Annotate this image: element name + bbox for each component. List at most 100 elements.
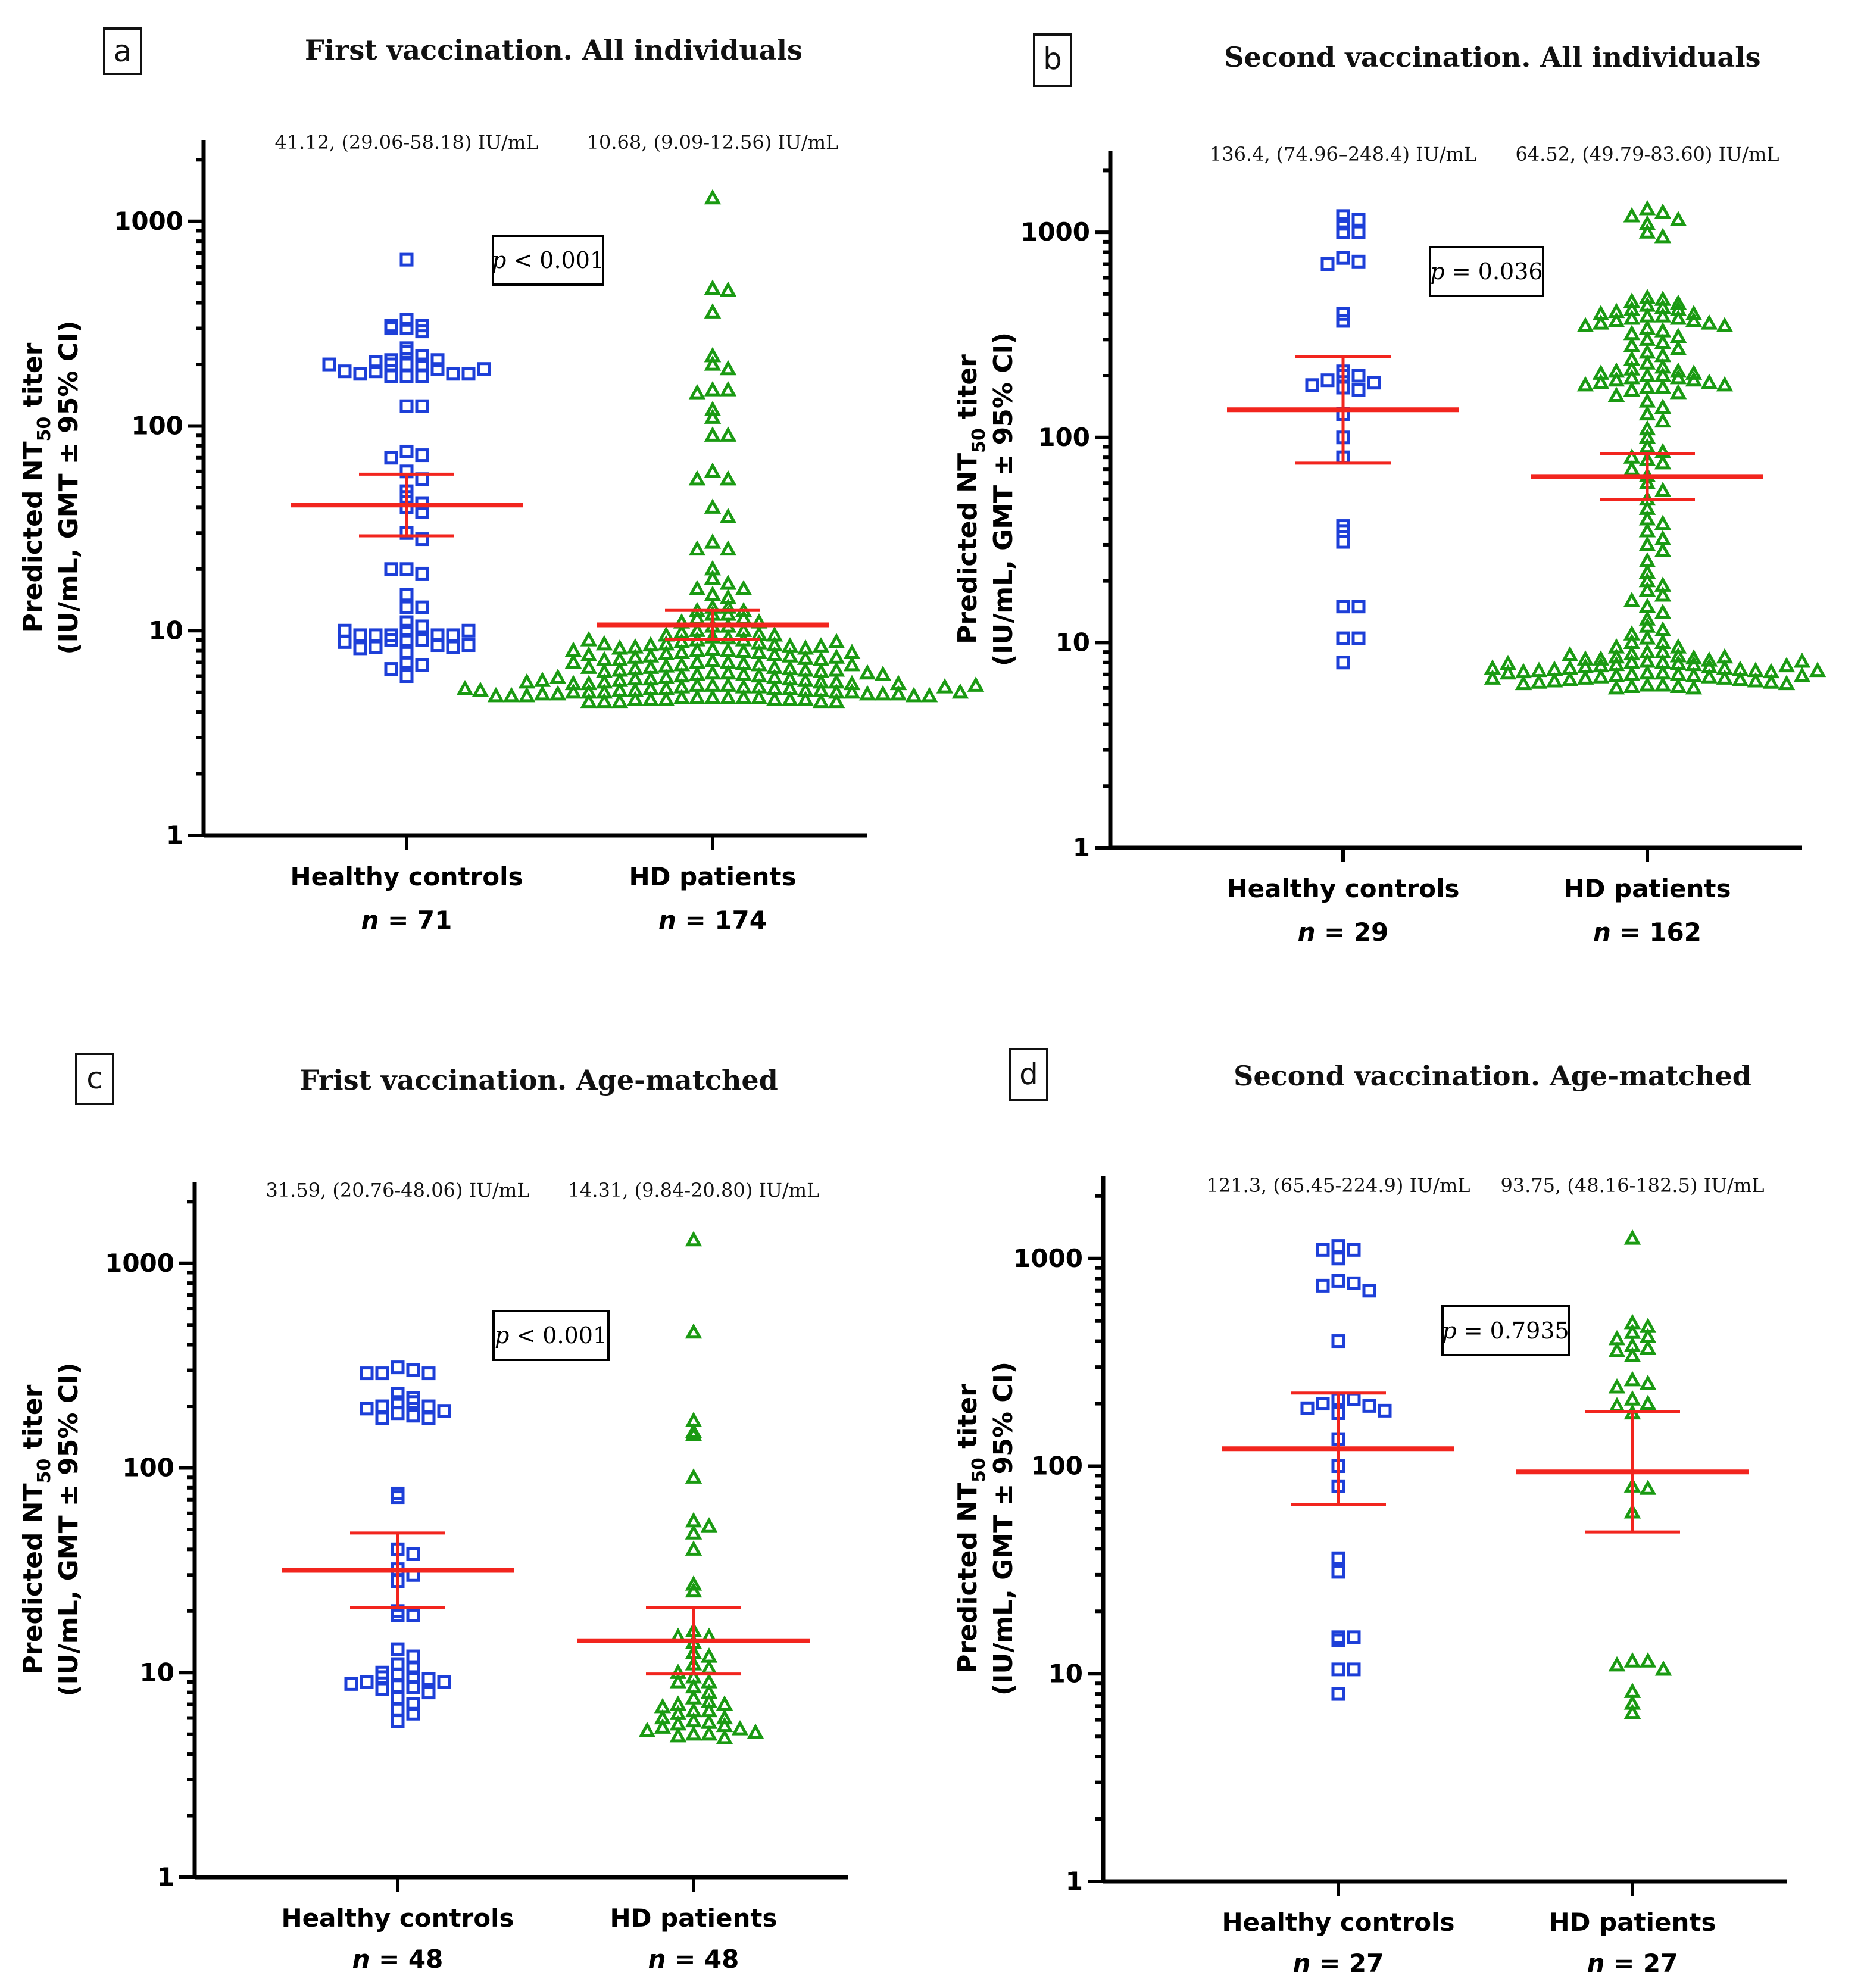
y-tick-label: 1000 — [1013, 1244, 1083, 1273]
data-point-triangle — [1607, 371, 1625, 387]
data-point-triangle — [828, 692, 845, 709]
gmt-label: 136.4, (74.96–248.4) IU/mL — [1210, 143, 1476, 166]
data-point-square — [1320, 373, 1335, 388]
data-point-triangle — [456, 679, 474, 695]
panel-c: c Frist vaccination. Age-matched 1101001… — [18, 1053, 848, 1974]
data-point-triangle — [654, 1718, 672, 1734]
data-point-square — [406, 1649, 420, 1664]
data-point-triangle — [1731, 670, 1749, 686]
data-point-triangle — [595, 651, 613, 666]
data-point-square — [415, 566, 429, 581]
data-point-triangle — [638, 1721, 656, 1737]
panel-letter-box — [75, 1053, 114, 1105]
y-axis-label: Predicted NT50 titer — [18, 1384, 55, 1674]
data-point-square — [399, 633, 414, 647]
data-point-square — [430, 353, 445, 367]
data-point-triangle — [580, 631, 598, 647]
data-point-triangle — [1654, 676, 1672, 692]
data-point-square — [1320, 257, 1335, 271]
data-point-square — [399, 357, 414, 372]
data-point-triangle — [797, 691, 814, 706]
data-point-triangle — [688, 580, 706, 595]
n-label: n = 29 — [1298, 917, 1389, 947]
data-point-triangle — [1623, 1371, 1641, 1387]
data-point-triangle — [1669, 647, 1687, 663]
data-point-square — [399, 669, 414, 684]
data-point-triangle — [657, 691, 675, 706]
gmt-label: 41.12, (29.06-58.18) IU/mL — [274, 131, 538, 154]
data-point-triangle — [685, 1575, 702, 1591]
data-point-square — [461, 638, 476, 653]
data-point-square — [1347, 1662, 1361, 1677]
data-point-triangle — [719, 629, 737, 645]
data-point-square — [406, 1608, 420, 1622]
data-point-triangle — [1685, 311, 1703, 327]
data-point-square — [1347, 1243, 1361, 1257]
data-point-triangle — [1654, 586, 1672, 602]
data-point-triangle — [843, 683, 861, 699]
n-label: n = 162 — [1593, 917, 1701, 947]
data-point-square — [391, 1608, 405, 1622]
data-point-triangle — [719, 598, 737, 614]
data-point-triangle — [704, 498, 722, 514]
x-tick-label: HD patients — [1549, 1908, 1716, 1937]
panel-letter-box — [1009, 1048, 1048, 1101]
y-tick-label: 10 — [140, 1658, 174, 1687]
data-point-square — [391, 1490, 405, 1505]
data-point-triangle — [1700, 651, 1718, 667]
data-point-triangle — [1592, 650, 1610, 666]
data-point-triangle — [1654, 227, 1672, 244]
data-point-triangle — [1638, 392, 1656, 408]
data-point-triangle — [1530, 673, 1548, 689]
data-point-square — [421, 1399, 436, 1413]
data-point-triangle — [719, 688, 737, 704]
data-point-triangle — [704, 676, 722, 692]
data-point-square — [437, 1404, 451, 1418]
data-point-triangle — [1638, 676, 1656, 692]
data-point-triangle — [1669, 362, 1687, 378]
data-point-triangle — [1576, 650, 1594, 666]
y-tick-label: 100 — [1031, 1452, 1083, 1481]
data-point-square — [1336, 535, 1350, 549]
data-point-square — [391, 1387, 405, 1401]
data-point-triangle — [1576, 669, 1594, 685]
data-point-square — [360, 1675, 374, 1689]
data-point-triangle — [1669, 369, 1687, 385]
panel-d: d Second vaccination. Age-matched 1 10 100… — [953, 1048, 1787, 1978]
data-point-triangle — [1623, 1390, 1641, 1406]
data-point-square — [369, 640, 383, 654]
data-point-square — [1378, 1403, 1392, 1418]
data-point-triangle — [1608, 1656, 1626, 1672]
data-point-square — [369, 364, 383, 379]
data-point-triangle — [1654, 378, 1672, 394]
data-point-square — [1331, 1551, 1345, 1565]
data-point-triangle — [1716, 648, 1734, 664]
data-point-square — [391, 1360, 405, 1375]
data-point-square — [1351, 225, 1366, 239]
data-point-triangle — [685, 1689, 702, 1705]
data-point-triangle — [472, 681, 489, 697]
data-point-triangle — [704, 279, 722, 295]
data-point-triangle — [1654, 514, 1672, 530]
data-point-triangle — [1607, 666, 1625, 682]
data-point-square — [338, 623, 352, 638]
data-point-square — [1336, 631, 1350, 645]
data-point-square — [360, 1402, 374, 1416]
data-point-triangle — [685, 1323, 702, 1339]
data-point-square — [375, 1411, 389, 1425]
data-point-triangle — [580, 646, 598, 661]
data-point-square — [421, 1686, 436, 1700]
data-point-square — [369, 355, 383, 369]
data-point-triangle — [1654, 621, 1672, 637]
data-point-triangle — [704, 664, 722, 680]
data-point-square — [344, 1677, 358, 1691]
data-point-square — [415, 369, 429, 383]
data-point-triangle — [735, 580, 753, 595]
data-point-square — [1336, 225, 1350, 239]
data-point-triangle — [1809, 661, 1826, 678]
data-point-triangle — [1638, 522, 1656, 538]
data-point-square — [399, 322, 414, 336]
data-point-triangle — [487, 686, 505, 703]
data-point-triangle — [747, 1723, 764, 1739]
data-point-triangle — [716, 1695, 733, 1711]
